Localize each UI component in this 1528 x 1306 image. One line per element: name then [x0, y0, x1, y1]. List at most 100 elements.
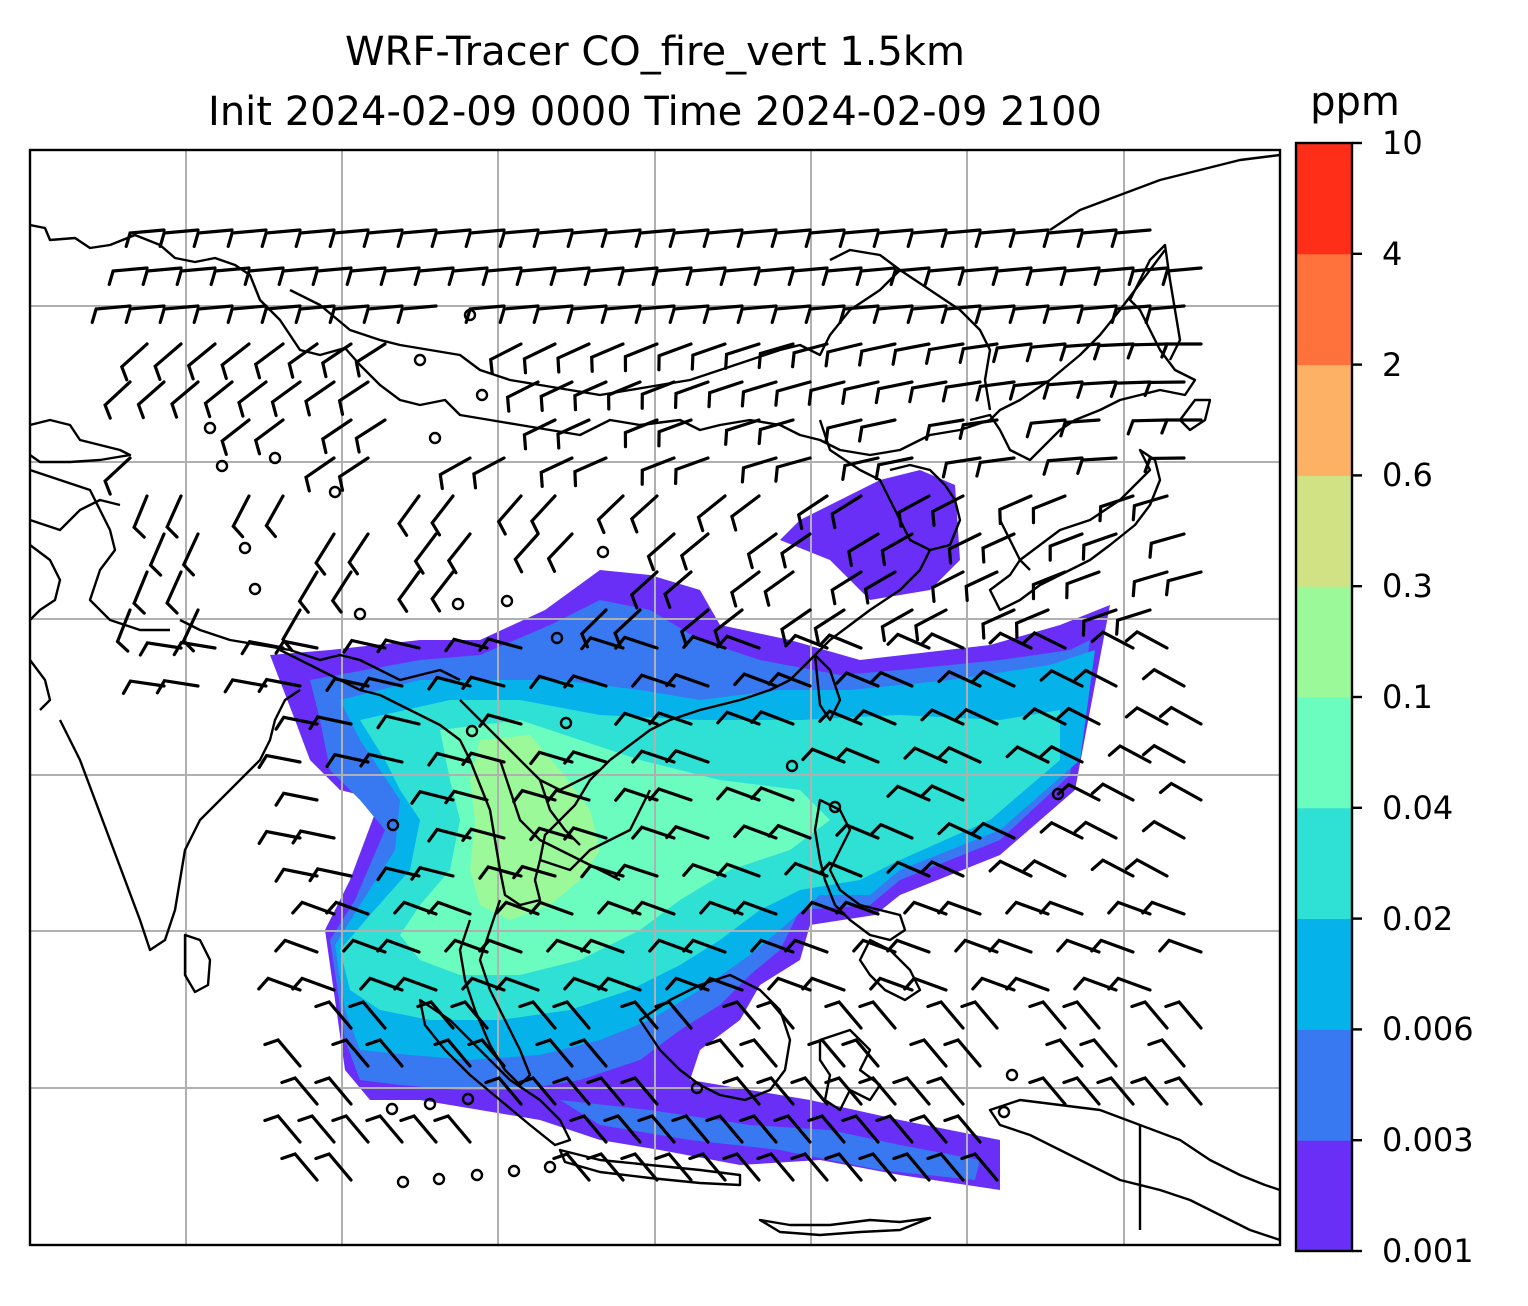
wind-barb: [807, 1114, 846, 1144]
colorbar-segment-2: [1296, 918, 1352, 1030]
wind-barb: [937, 900, 982, 916]
wind-barb: [1090, 630, 1135, 650]
wind-barb: [1045, 1038, 1084, 1068]
gridlines: [30, 150, 1280, 1245]
wind-barb: [294, 304, 336, 324]
wind-barb: [855, 266, 897, 286]
wind-barb: [818, 633, 863, 650]
wind-barb: [325, 676, 370, 692]
colorbar-segment-4: [1296, 697, 1352, 809]
wind-barb: [148, 532, 166, 577]
wind-barb: [1110, 304, 1152, 324]
wind-barb: [345, 266, 387, 286]
wind-barb: [685, 266, 727, 286]
wind-barb: [444, 789, 489, 805]
wind-barb: [529, 826, 574, 842]
wind-barb: [1028, 1076, 1067, 1106]
wind-barb: [515, 266, 557, 286]
wind-barb: [263, 1114, 302, 1144]
coastline-taiwan: [813, 653, 842, 722]
colorbar-tick-label: 0.6: [1382, 456, 1433, 495]
wind-barb: [858, 418, 897, 443]
wind-barb: [679, 608, 710, 647]
wind-barb: [821, 266, 863, 286]
wind-barb: [696, 494, 727, 533]
wind-barb: [518, 1076, 557, 1106]
wind-barb: [410, 789, 455, 805]
wind-barb: [354, 418, 387, 454]
wind-barb: [597, 976, 642, 992]
wind-barb: [674, 380, 710, 409]
wind-barb: [427, 827, 472, 843]
wind-barb: [941, 380, 982, 403]
wind-barb: [880, 608, 914, 643]
wind-barb: [304, 380, 336, 417]
coastline-sulawesi: [818, 1028, 882, 1112]
wind-barb: [1110, 228, 1152, 248]
wind-barb: [623, 342, 659, 373]
wind-barb: [774, 456, 812, 483]
wind-barb: [546, 532, 574, 573]
wind-barb: [841, 380, 880, 405]
wind-barb: [529, 494, 557, 536]
wind-barb: [583, 266, 625, 286]
wind-barb: [651, 266, 693, 286]
wind-barb: [488, 342, 523, 375]
wind-barb: [774, 380, 812, 407]
wind-barb: [824, 418, 863, 444]
wind-barb: [552, 1152, 591, 1182]
wind-barb: [671, 1114, 710, 1144]
wind-barb: [925, 342, 965, 365]
wind-barb: [780, 532, 812, 569]
wind-barb: [427, 751, 472, 767]
wind-barb: [103, 380, 132, 420]
wind-barb: [573, 456, 608, 488]
wind-barb: [767, 671, 812, 688]
wind-barb: [1147, 1038, 1186, 1068]
colorbar-tick-label: 0.02: [1382, 899, 1454, 938]
coastline-sumatra: [418, 998, 572, 1147]
wind-barb: [158, 228, 200, 248]
wind-barb: [1031, 494, 1067, 525]
wind-barb: [801, 900, 846, 916]
wind-barb: [158, 304, 200, 324]
wind-barb: [280, 1076, 319, 1106]
wind-barb: [274, 791, 319, 807]
wind-barb: [314, 1076, 353, 1106]
colorbar-tick-label: 0.006: [1382, 1010, 1474, 1049]
wind-barb: [359, 976, 404, 992]
wind-barb: [920, 860, 965, 878]
wind-barb: [1076, 380, 1118, 399]
wind-barb: [1056, 938, 1101, 954]
wind-barb: [1131, 570, 1169, 598]
wind-barb: [702, 228, 744, 248]
colorbar-segment-1: [1296, 1029, 1352, 1141]
wind-barb: [713, 608, 744, 646]
colorbar-tick-label: 2: [1382, 345, 1403, 384]
wind-barb: [801, 976, 846, 992]
wind-barb: [724, 418, 761, 446]
wind-barb: [634, 228, 676, 248]
wind-barb: [464, 228, 506, 248]
wind-barb: [287, 342, 319, 379]
wind-barb: [682, 938, 727, 954]
wind-barb: [141, 266, 183, 286]
calm-wind-circle: [690, 1081, 704, 1095]
wind-barb: [535, 1038, 574, 1068]
calm-wind-circle: [465, 724, 479, 738]
wind-barb: [1081, 608, 1118, 637]
wind-barb: [757, 342, 795, 370]
wind-barb: [274, 639, 319, 655]
wind-barb: [909, 1114, 948, 1144]
wind-barb: [226, 228, 268, 248]
wind-barb: [631, 900, 676, 916]
wind-barb: [1124, 629, 1169, 650]
wind-barb: [991, 266, 1033, 286]
wind-barb: [277, 266, 319, 286]
wind-barb: [634, 304, 676, 324]
wind-barb: [872, 304, 914, 324]
wind-barb: [869, 670, 914, 688]
wind-barb: [124, 304, 166, 324]
wind-barb: [988, 938, 1033, 954]
